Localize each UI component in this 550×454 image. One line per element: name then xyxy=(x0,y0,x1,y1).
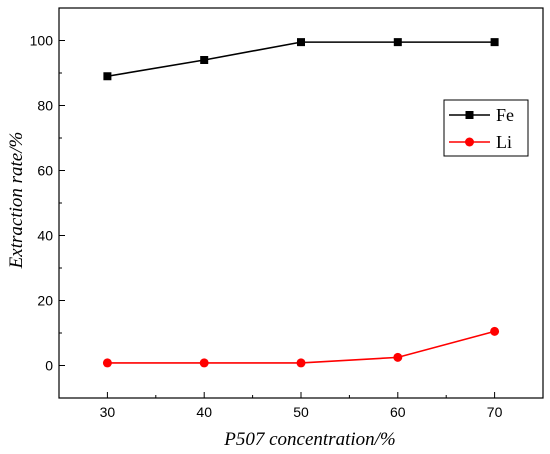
y-tick-label: 80 xyxy=(37,98,53,114)
legend-label-fe: Fe xyxy=(496,105,514,125)
legend: Fe Li xyxy=(443,99,529,157)
data-point-fe xyxy=(200,56,209,64)
y-tick-label: 0 xyxy=(45,358,53,374)
series-line-li xyxy=(107,330,495,364)
y-tick-label: 60 xyxy=(37,163,53,179)
y-axis: 0 20 40 60 80 100 xyxy=(30,7,65,399)
data-point-fe xyxy=(297,38,305,47)
data-point-li xyxy=(199,358,209,368)
x-axis: 30 40 50 60 70 xyxy=(58,392,544,420)
y-tick-label: 100 xyxy=(30,33,54,49)
x-axis-title: P507 concentration/% xyxy=(223,429,396,450)
data-point-li xyxy=(296,358,306,368)
legend-marker-fe xyxy=(465,111,474,119)
data-point-fe xyxy=(103,72,112,81)
data-point-fe xyxy=(393,38,402,47)
x-tick-label: 60 xyxy=(390,404,406,420)
plot-frame xyxy=(58,7,544,399)
y-tick-label: 40 xyxy=(37,228,53,244)
x-tick-label: 50 xyxy=(293,404,309,420)
legend-label-li: Li xyxy=(496,132,512,152)
series-layer xyxy=(102,38,500,368)
data-point-li xyxy=(393,352,403,362)
legend-marker-li xyxy=(465,137,474,147)
data-point-li xyxy=(490,326,500,336)
x-tick-label: 30 xyxy=(100,404,116,420)
x-tick-label: 70 xyxy=(487,404,503,420)
y-tick-label: 20 xyxy=(37,293,53,309)
data-point-li xyxy=(102,358,112,368)
data-point-fe xyxy=(490,38,499,47)
y-axis-title: Extraction rate/% xyxy=(6,132,27,270)
series-line-fe xyxy=(107,41,495,78)
legend-box xyxy=(443,99,529,157)
x-tick-label: 40 xyxy=(196,404,212,420)
